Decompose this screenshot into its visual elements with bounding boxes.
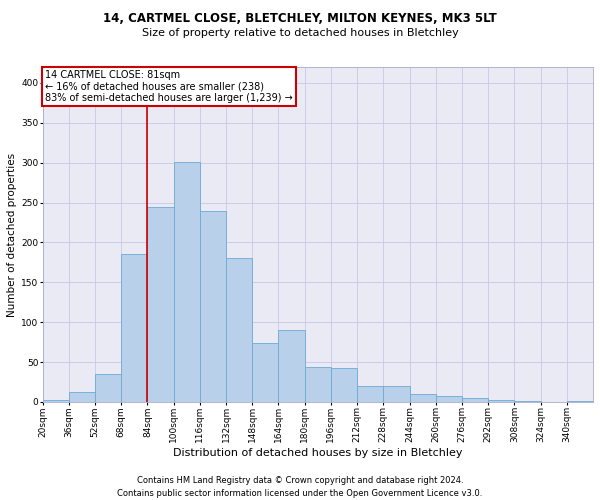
Bar <box>567 401 593 402</box>
Bar <box>200 210 226 402</box>
Bar <box>226 258 252 402</box>
Bar <box>331 368 357 402</box>
Bar <box>410 394 436 402</box>
Bar <box>383 386 410 402</box>
Bar <box>43 400 69 402</box>
Bar <box>462 398 488 402</box>
Bar <box>252 343 278 402</box>
X-axis label: Distribution of detached houses by size in Bletchley: Distribution of detached houses by size … <box>173 448 463 458</box>
Bar <box>69 392 95 402</box>
Text: 14 CARTMEL CLOSE: 81sqm
← 16% of detached houses are smaller (238)
83% of semi-d: 14 CARTMEL CLOSE: 81sqm ← 16% of detache… <box>45 70 293 104</box>
Text: Size of property relative to detached houses in Bletchley: Size of property relative to detached ho… <box>142 28 458 38</box>
Bar <box>436 396 462 402</box>
Bar <box>357 386 383 402</box>
Bar <box>95 374 121 402</box>
Bar <box>278 330 305 402</box>
Text: Contains HM Land Registry data © Crown copyright and database right 2024.
Contai: Contains HM Land Registry data © Crown c… <box>118 476 482 498</box>
Bar <box>305 367 331 402</box>
Bar <box>514 401 541 402</box>
Y-axis label: Number of detached properties: Number of detached properties <box>7 152 17 316</box>
Bar <box>121 254 148 402</box>
Bar <box>148 208 173 402</box>
Bar <box>488 400 514 402</box>
Bar <box>173 162 200 402</box>
Text: 14, CARTMEL CLOSE, BLETCHLEY, MILTON KEYNES, MK3 5LT: 14, CARTMEL CLOSE, BLETCHLEY, MILTON KEY… <box>103 12 497 26</box>
